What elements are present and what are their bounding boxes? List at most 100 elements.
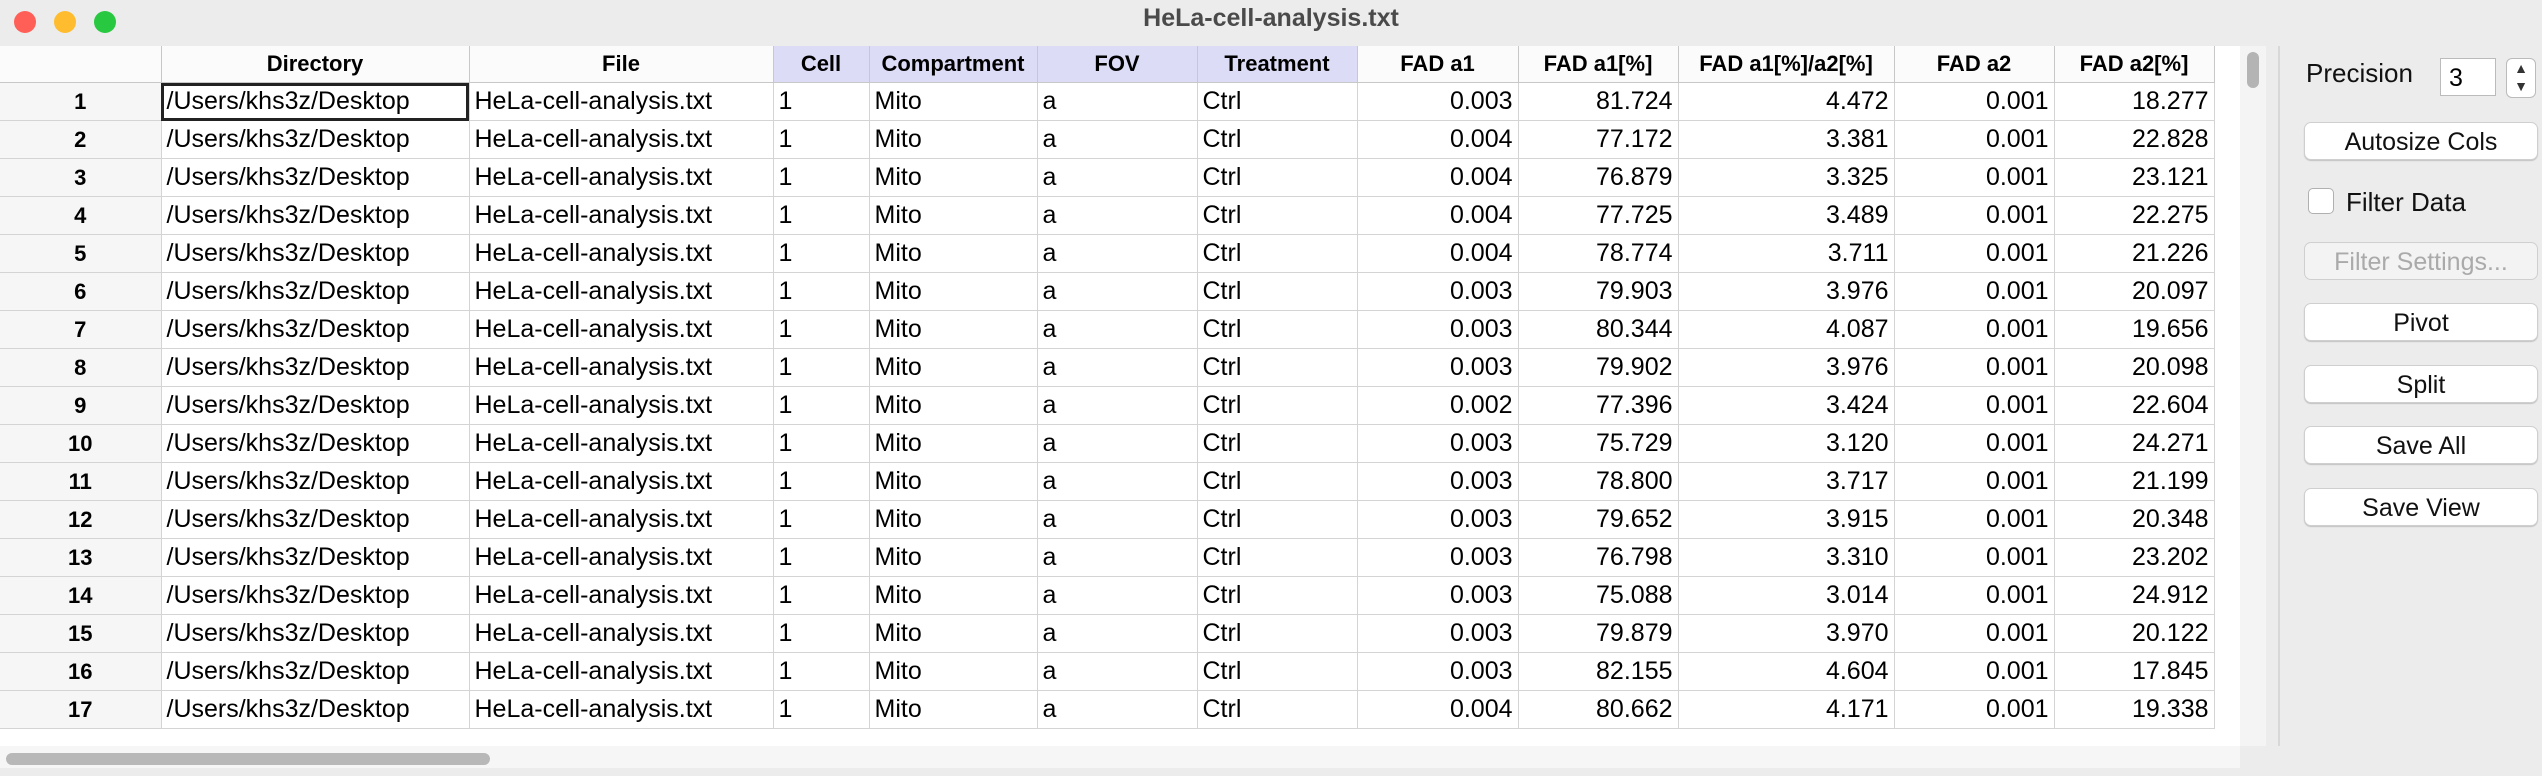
save-all-button[interactable]: Save All [2304,426,2538,464]
table-cell[interactable]: 0.003 [1357,310,1519,349]
table-cell[interactable]: 17.845 [2054,652,2215,691]
table-cell[interactable]: 4.171 [1678,690,1895,729]
table-cell[interactable]: 0.001 [1894,424,2055,463]
table-cell[interactable]: /Users/khs3z/Desktop [161,158,470,197]
table-cell[interactable]: 3.381 [1678,120,1895,159]
table-cell[interactable]: 1 [773,386,870,425]
table-cell[interactable]: 1 [773,652,870,691]
column-header[interactable]: FAD a1[%] [1518,46,1679,83]
table-cell[interactable]: HeLa-cell-analysis.txt [469,500,774,539]
row-header[interactable]: 10 [0,424,162,463]
table-cell[interactable]: 22.828 [2054,120,2215,159]
table-cell[interactable]: Ctrl [1197,614,1358,653]
table-cell[interactable]: /Users/khs3z/Desktop [161,120,470,159]
table-cell[interactable]: HeLa-cell-analysis.txt [469,310,774,349]
table-cell[interactable]: 0.001 [1894,310,2055,349]
table-cell[interactable]: Ctrl [1197,82,1358,121]
row-header[interactable]: 13 [0,538,162,577]
table-cell[interactable]: a [1037,424,1198,463]
table-cell[interactable]: Mito [869,576,1038,615]
table-cell[interactable]: 0.004 [1357,690,1519,729]
filter-settings-button[interactable]: Filter Settings... [2304,242,2538,280]
table-cell[interactable]: 82.155 [1518,652,1679,691]
table-cell[interactable]: 0.001 [1894,538,2055,577]
table-cell[interactable]: Mito [869,500,1038,539]
table-cell[interactable]: Mito [869,310,1038,349]
table-cell[interactable]: Mito [869,348,1038,387]
horizontal-scrollbar[interactable] [0,746,2240,768]
table-cell[interactable]: 75.088 [1518,576,1679,615]
table-cell[interactable]: 0.001 [1894,690,2055,729]
row-header[interactable]: 1 [0,82,162,121]
table-cell[interactable]: HeLa-cell-analysis.txt [469,120,774,159]
table-cell[interactable]: 1 [773,310,870,349]
table-cell[interactable]: Mito [869,82,1038,121]
table-cell[interactable]: 0.002 [1357,386,1519,425]
table-cell[interactable]: 3.489 [1678,196,1895,235]
table-cell[interactable]: 0.001 [1894,652,2055,691]
table-cell[interactable]: Ctrl [1197,120,1358,159]
table-cell[interactable]: 0.001 [1894,196,2055,235]
table-cell[interactable]: HeLa-cell-analysis.txt [469,576,774,615]
table-cell[interactable]: 21.226 [2054,234,2215,273]
table-cell[interactable]: 79.879 [1518,614,1679,653]
table-cell[interactable]: 1 [773,234,870,273]
autosize-cols-button[interactable]: Autosize Cols [2304,122,2538,160]
table-cell[interactable]: HeLa-cell-analysis.txt [469,652,774,691]
vertical-scrollbar[interactable] [2240,46,2266,746]
table-cell[interactable]: HeLa-cell-analysis.txt [469,538,774,577]
table-cell[interactable]: Mito [869,158,1038,197]
table-cell[interactable]: Mito [869,196,1038,235]
table-cell[interactable]: HeLa-cell-analysis.txt [469,82,774,121]
column-header[interactable]: FAD a1[%]/a2[%] [1678,46,1895,83]
table-cell[interactable]: 0.001 [1894,82,2055,121]
table-cell[interactable]: 4.087 [1678,310,1895,349]
column-header[interactable]: Treatment [1197,46,1358,83]
table-cell[interactable]: 79.652 [1518,500,1679,539]
data-grid[interactable]: Directory File Cell Compartment FOV Treatment… [0,46,2240,746]
table-cell[interactable]: Ctrl [1197,234,1358,273]
table-cell[interactable]: 3.120 [1678,424,1895,463]
table-cell[interactable]: 0.003 [1357,652,1519,691]
table-cell[interactable]: 3.976 [1678,348,1895,387]
row-header[interactable]: 12 [0,500,162,539]
horizontal-scroll-thumb[interactable] [6,753,490,765]
table-cell[interactable]: 79.903 [1518,272,1679,311]
table-cell[interactable]: HeLa-cell-analysis.txt [469,386,774,425]
table-cell[interactable]: a [1037,158,1198,197]
table-cell[interactable]: /Users/khs3z/Desktop [161,424,470,463]
chevron-down-icon[interactable]: ▼ [2514,78,2528,94]
table-cell[interactable]: 0.001 [1894,272,2055,311]
table-cell[interactable]: 23.121 [2054,158,2215,197]
table-cell[interactable]: 0.001 [1894,120,2055,159]
table-cell[interactable]: 3.717 [1678,462,1895,501]
table-cell[interactable]: 1 [773,120,870,159]
table-cell[interactable]: /Users/khs3z/Desktop [161,386,470,425]
table-cell[interactable]: 24.912 [2054,576,2215,615]
table-cell[interactable]: 0.004 [1357,196,1519,235]
table-cell[interactable]: a [1037,500,1198,539]
table-cell[interactable]: /Users/khs3z/Desktop [161,690,470,729]
table-cell[interactable]: 0.003 [1357,614,1519,653]
table-cell[interactable]: /Users/khs3z/Desktop [161,576,470,615]
table-cell[interactable]: /Users/khs3z/Desktop [161,272,470,311]
row-header[interactable]: 8 [0,348,162,387]
table-cell[interactable]: Mito [869,424,1038,463]
table-cell[interactable]: a [1037,386,1198,425]
table-cell[interactable]: a [1037,462,1198,501]
table-cell[interactable]: 22.275 [2054,196,2215,235]
table-cell[interactable]: 20.348 [2054,500,2215,539]
table-cell[interactable]: 1 [773,614,870,653]
table-cell[interactable]: HeLa-cell-analysis.txt [469,690,774,729]
row-header[interactable]: 6 [0,272,162,311]
table-cell[interactable]: 3.310 [1678,538,1895,577]
table-cell[interactable]: 0.001 [1894,158,2055,197]
table-cell[interactable]: Ctrl [1197,424,1358,463]
table-cell[interactable]: 3.970 [1678,614,1895,653]
table-cell[interactable]: a [1037,120,1198,159]
table-cell[interactable]: 1 [773,272,870,311]
chevron-up-icon[interactable]: ▲ [2514,60,2528,76]
vertical-scroll-thumb[interactable] [2247,52,2259,88]
table-cell[interactable]: a [1037,614,1198,653]
table-cell[interactable]: HeLa-cell-analysis.txt [469,614,774,653]
